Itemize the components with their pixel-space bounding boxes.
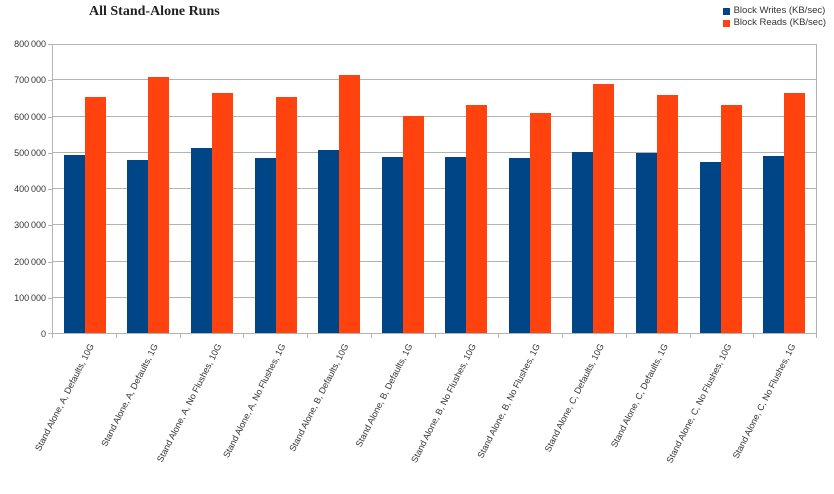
block-writes-bar bbox=[763, 156, 785, 333]
block-reads-bar bbox=[211, 92, 233, 333]
block-writes-bar bbox=[699, 161, 721, 333]
block-reads-bar bbox=[656, 95, 678, 333]
x-category-label: Stand Alone, C, Defaults, 10G bbox=[542, 342, 606, 454]
gridline bbox=[53, 296, 816, 298]
bar-group bbox=[53, 45, 117, 333]
y-tick-label: 0 bbox=[40, 329, 46, 339]
y-tick-label: 200 000 bbox=[14, 256, 46, 267]
block-writes-bar bbox=[318, 150, 340, 333]
bar-group bbox=[180, 45, 244, 333]
x-category-label: Stand Alone, A, No Flushes, 10G bbox=[154, 342, 224, 464]
plot-area bbox=[52, 44, 817, 334]
x-tick bbox=[180, 334, 181, 338]
y-tick-label: 800 000 bbox=[14, 39, 46, 49]
block-writes-bar bbox=[445, 157, 467, 333]
x-category-label: Stand Alone, A, Defaults, 10G bbox=[32, 342, 96, 453]
bar-group bbox=[307, 45, 371, 333]
x-category-label: Stand Alone, B, Defaults, 10G bbox=[287, 342, 351, 454]
y-tick bbox=[48, 333, 52, 334]
y-tick-label: 700 000 bbox=[14, 75, 46, 86]
block-reads-bar bbox=[784, 93, 806, 333]
y-tick-label: 500 000 bbox=[14, 147, 46, 158]
legend-swatch-icon bbox=[722, 19, 730, 27]
x-category-label: Stand Alone, B, Defaults, 1G bbox=[353, 342, 415, 449]
x-tick bbox=[307, 334, 308, 338]
bar-group bbox=[562, 45, 626, 333]
bar-group bbox=[752, 45, 816, 333]
block-reads-bar bbox=[84, 97, 106, 333]
block-reads-bar bbox=[466, 104, 488, 333]
legend-swatch-icon bbox=[722, 7, 730, 15]
gridline bbox=[53, 260, 816, 262]
y-tick bbox=[48, 225, 52, 227]
y-tick bbox=[48, 44, 52, 45]
x-tick bbox=[52, 334, 53, 338]
gridline bbox=[53, 188, 816, 189]
block-writes-bar bbox=[127, 160, 149, 333]
x-tick bbox=[116, 334, 117, 338]
y-tick bbox=[48, 297, 52, 299]
x-category-label: Stand Alone, C, No Flushes, 10G bbox=[664, 342, 734, 465]
block-reads-bar bbox=[529, 113, 551, 333]
x-tick bbox=[371, 334, 372, 338]
chart-title: All Stand-Alone Runs bbox=[89, 4, 220, 19]
x-category-label: Stand Alone, A, Defaults, 1G bbox=[98, 342, 160, 449]
gridline bbox=[53, 224, 816, 226]
bar-group bbox=[371, 45, 435, 333]
block-writes-bar bbox=[572, 151, 594, 333]
bar-group bbox=[689, 45, 753, 333]
x-tick bbox=[435, 334, 436, 338]
legend-item: Block Reads (KB/sec) bbox=[722, 17, 826, 29]
block-writes-bar bbox=[508, 158, 530, 333]
gridline bbox=[53, 151, 816, 153]
bar-group bbox=[117, 45, 181, 333]
x-category-label: Stand Alone, A, No Flushes, 1G bbox=[220, 342, 288, 460]
x-tick bbox=[243, 334, 244, 338]
x-tick bbox=[626, 334, 627, 338]
bar-group bbox=[625, 45, 689, 333]
block-writes-bar bbox=[63, 155, 85, 333]
block-writes-bar bbox=[635, 153, 657, 333]
y-tick-label: 100 000 bbox=[14, 292, 46, 303]
x-category-label: Stand Alone, B, No Flushes, 10G bbox=[409, 342, 479, 465]
x-category-label: Stand Alone, B, No Flushes, 1G bbox=[475, 342, 543, 460]
block-reads-bar bbox=[148, 77, 170, 333]
x-tick bbox=[753, 334, 754, 338]
block-reads-bar bbox=[402, 115, 424, 333]
gridline bbox=[53, 79, 816, 81]
legend-label: Block Reads (KB/sec) bbox=[733, 17, 826, 28]
block-reads-bar bbox=[339, 75, 361, 333]
block-reads-bar bbox=[720, 104, 742, 333]
bar-group bbox=[498, 45, 562, 333]
legend-label: Block Writes (KB/sec) bbox=[733, 5, 826, 16]
x-tick bbox=[498, 334, 499, 338]
block-writes-bar bbox=[381, 157, 403, 333]
block-reads-bar bbox=[275, 96, 297, 333]
block-writes-bar bbox=[190, 147, 212, 333]
y-tick bbox=[48, 152, 52, 154]
x-category-label: Stand Alone, C, No Flushes, 1G bbox=[730, 342, 798, 461]
y-tick-label: 300 000 bbox=[14, 220, 46, 231]
bars-row bbox=[53, 45, 816, 333]
y-tick bbox=[48, 261, 52, 263]
y-tick-label: 400 000 bbox=[14, 184, 46, 194]
block-writes-bar bbox=[254, 158, 276, 333]
legend-item: Block Writes (KB/sec) bbox=[722, 5, 826, 17]
bar-group bbox=[244, 45, 308, 333]
x-tick bbox=[816, 334, 817, 338]
x-tick bbox=[562, 334, 563, 338]
legend: Block Writes (KB/sec) Block Reads (KB/sec… bbox=[722, 5, 826, 29]
y-tick bbox=[48, 116, 52, 118]
gridline bbox=[53, 115, 816, 117]
block-reads-bar bbox=[593, 84, 615, 333]
y-tick bbox=[48, 189, 52, 190]
y-tick-label: 600 000 bbox=[14, 111, 46, 122]
bar-group bbox=[434, 45, 498, 333]
x-tick bbox=[690, 334, 691, 338]
x-category-label: Stand Alone, C, Defaults, 1G bbox=[608, 342, 670, 450]
y-tick bbox=[48, 80, 52, 82]
